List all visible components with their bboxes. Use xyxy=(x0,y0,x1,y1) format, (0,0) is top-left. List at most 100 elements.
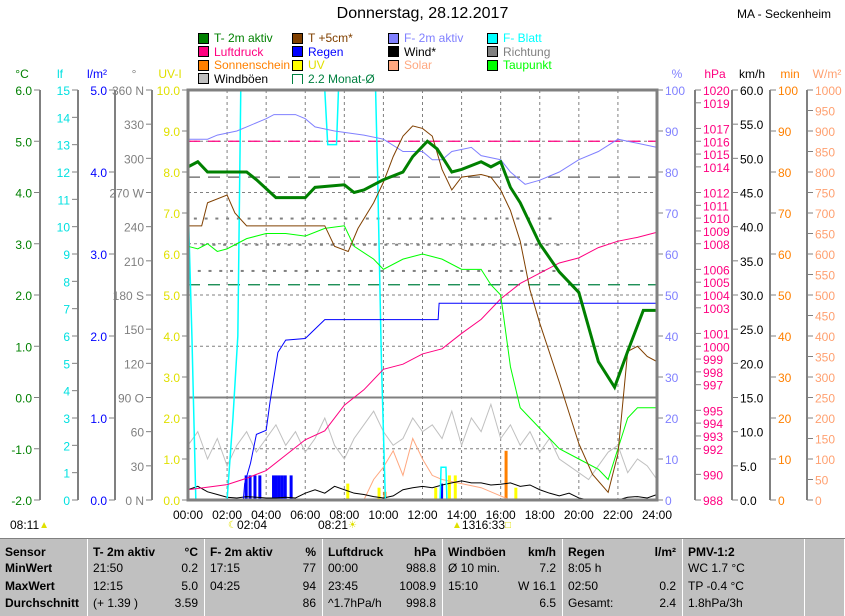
axis-label-dir: 0 N xyxy=(125,494,144,508)
axis-label-press: 988 xyxy=(703,494,723,508)
axis-unit-leaf: lf xyxy=(57,67,64,81)
page-title: Donnerstag, 28.12.2017 xyxy=(0,5,845,23)
legend-swatch-icon xyxy=(487,33,498,44)
table-row: MaxWert xyxy=(5,579,81,596)
axis-label-sun: 20 xyxy=(778,412,792,426)
legend-swatch-icon xyxy=(198,46,209,57)
legend-label: Windböen xyxy=(214,72,268,86)
table-row: 8:05 h xyxy=(568,561,676,578)
axis-label-solar: 500 xyxy=(815,289,835,303)
axis-label-wind: 5.0 xyxy=(740,460,757,474)
legend-swatch-icon xyxy=(292,74,303,84)
legend-swatch-icon xyxy=(487,60,498,71)
table-cell: W 16.1 xyxy=(518,579,556,596)
axis-unit-press: hPa xyxy=(704,67,726,81)
wind-direction-dot xyxy=(241,270,244,272)
wind-direction-dot xyxy=(413,270,416,272)
axis-label-sun: 10 xyxy=(778,453,792,467)
axis-label-dir: 60 xyxy=(131,426,145,440)
wind-direction-dot xyxy=(252,270,255,272)
bar-regen-intensität xyxy=(253,475,256,500)
astro-annotation: ☾02:04 xyxy=(228,518,267,532)
table-row: 1.8hPa/3h xyxy=(688,596,798,613)
x-tick-label: 18:00 xyxy=(525,508,555,522)
wind-direction-dot xyxy=(538,218,541,220)
wind-direction-dot xyxy=(430,218,433,220)
legend-item: Taupunkt xyxy=(487,58,552,72)
legend-item: UV xyxy=(292,58,325,72)
wind-direction-dot xyxy=(209,270,212,272)
axis-label-leaf: 2 xyxy=(63,439,70,453)
legend-item: Richtung xyxy=(487,45,550,59)
table-cell: ^1.7hPa/h xyxy=(328,596,382,613)
axis-label-leaf: 15 xyxy=(57,84,71,98)
wind-direction-dot xyxy=(452,218,455,220)
axis-label-wind: 20.0 xyxy=(740,357,764,371)
axis-label-dir: 330 xyxy=(124,118,144,132)
table-cell: 21:50 xyxy=(93,561,123,578)
wind-direction-dot xyxy=(516,218,519,220)
wind-direction-dot xyxy=(355,218,358,220)
axis-label-rain: 1.0 xyxy=(90,412,107,426)
wind-direction-dot xyxy=(409,218,412,220)
wind-direction-dot xyxy=(305,270,308,272)
legend-swatch-icon xyxy=(292,33,303,44)
bar-regen-intensität xyxy=(272,475,275,500)
legend-swatch-icon xyxy=(487,46,498,57)
astro-annotation: ▲13 xyxy=(452,518,475,532)
wind-direction-dot xyxy=(288,244,291,246)
legend-label: Wind* xyxy=(404,45,436,59)
wind-direction-dot xyxy=(255,244,258,246)
axis-label-solar: 50 xyxy=(815,474,829,488)
axis-label-dir: 180 S xyxy=(113,289,144,303)
axis-label-uv: 4.0 xyxy=(163,330,180,344)
legend-item: F- 2m aktiv xyxy=(388,31,463,45)
wind-direction-dot xyxy=(205,218,208,220)
wind-direction-dot xyxy=(473,218,476,220)
wind-direction-dot xyxy=(198,270,201,272)
wind-direction-dot xyxy=(370,270,373,272)
table-cell: 86 xyxy=(303,596,316,613)
axis-label-hum: 40 xyxy=(665,330,679,344)
axis-label-hum: 50 xyxy=(665,289,679,303)
axis-label-sun: 50 xyxy=(778,289,792,303)
bar-uv xyxy=(454,475,457,500)
axis-label-leaf: 10 xyxy=(57,221,71,235)
wind-direction-dot xyxy=(460,244,463,246)
legend-item: T- 2m aktiv xyxy=(198,31,273,45)
axis-label-dir: 30 xyxy=(131,460,145,474)
wind-direction-dot xyxy=(495,218,498,220)
legend-label: T- 2m aktiv xyxy=(214,31,273,45)
statistics-table: SensorMinWertMaxWertDurchschnitt28.12.-2… xyxy=(0,538,845,616)
axis-label-temp: 2.0 xyxy=(15,289,32,303)
axis-label-sun: 0 xyxy=(778,494,785,508)
axis-label-uv: 9.0 xyxy=(163,125,180,139)
axis-label-leaf: 13 xyxy=(57,139,71,153)
table-cell: 00:00 xyxy=(328,561,358,578)
table-cell: 998.8 xyxy=(406,596,436,613)
wind-direction-dot xyxy=(215,218,218,220)
legend-label: 2.2 Monat-Ø xyxy=(308,72,375,86)
axis-label-dir: 360 N xyxy=(112,84,144,98)
table-column: SensorMinWertMaxWertDurchschnitt28.12.-2… xyxy=(0,539,88,616)
axis-label-rain: 0.0 xyxy=(90,494,107,508)
axis-label-temp: 5.0 xyxy=(15,135,32,149)
legend-swatch-icon xyxy=(292,60,303,71)
sunset-icon: □ xyxy=(505,520,511,531)
axis-label-uv: 8.0 xyxy=(163,166,180,180)
table-cell: Gesamt: xyxy=(568,596,613,613)
table-cell: Sensor xyxy=(5,545,46,562)
table-cell: 94 xyxy=(303,579,316,596)
x-tick-label: 10:00 xyxy=(368,508,398,522)
axis-label-hum: 0 xyxy=(665,494,672,508)
axis-label-press: 997 xyxy=(703,379,723,393)
axis-label-leaf: 7 xyxy=(63,303,70,317)
axis-label-solar: 450 xyxy=(815,310,835,324)
table-cell: hPa xyxy=(414,545,436,562)
wind-direction-dot xyxy=(359,270,362,272)
legend-item: Wind* xyxy=(388,45,436,59)
legend-label: UV xyxy=(308,58,325,72)
table-cell: 5.0 xyxy=(181,579,198,596)
table-header: T- 2m aktiv°C xyxy=(93,545,198,562)
